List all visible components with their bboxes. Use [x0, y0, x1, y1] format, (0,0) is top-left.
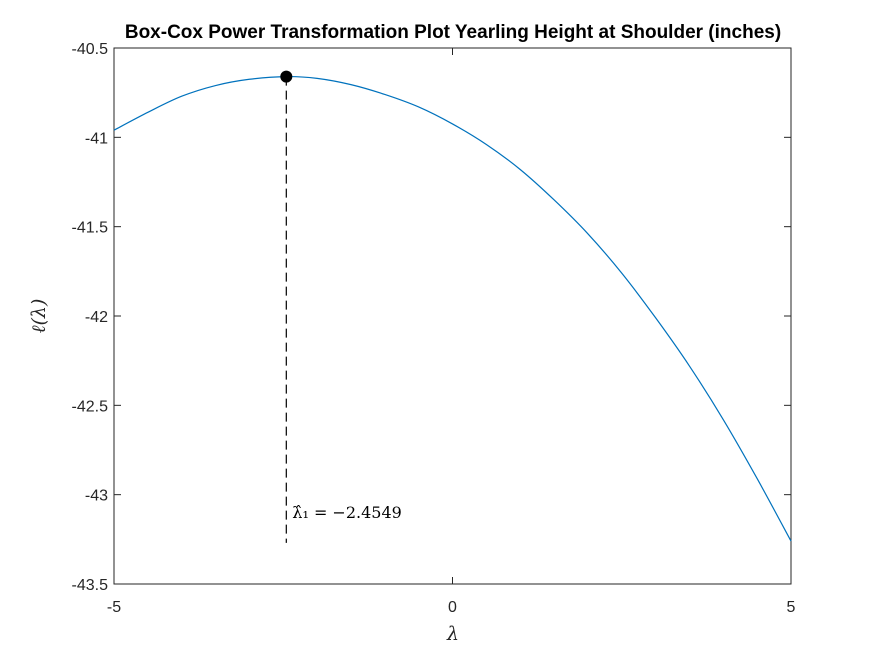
y-tick-labels: -40.5 -41 -41.5 -42 -42.5 -43 -43.5	[72, 41, 109, 594]
x-tick-label: 0	[448, 599, 457, 616]
x-tick-label: -5	[107, 599, 121, 616]
y-tick-label: -42	[85, 309, 108, 326]
y-tick-label: -41	[85, 130, 108, 147]
chart-title: Box-Cox Power Transformation Plot Yearli…	[125, 22, 781, 43]
y-tick-label: -40.5	[72, 41, 109, 58]
y-tick-label: -43	[85, 488, 108, 505]
x-tick-labels: -5 0 5	[107, 599, 796, 616]
y-tick-label: -41.5	[72, 220, 109, 237]
plot-area	[113, 47, 792, 585]
log-likelihood-curve	[113, 75, 792, 542]
y-tick-label: -43.5	[72, 577, 109, 594]
x-tick-label: 5	[787, 599, 796, 616]
axis-ticks	[113, 47, 792, 585]
x-axis-label: λ	[446, 623, 459, 645]
y-tick-label: -42.5	[72, 398, 109, 415]
optimum-marker	[280, 70, 293, 83]
y-axis-label: ℓ(λ)	[28, 299, 50, 334]
optimum-annotation: λ̂₁ = −2.4549	[292, 503, 402, 522]
